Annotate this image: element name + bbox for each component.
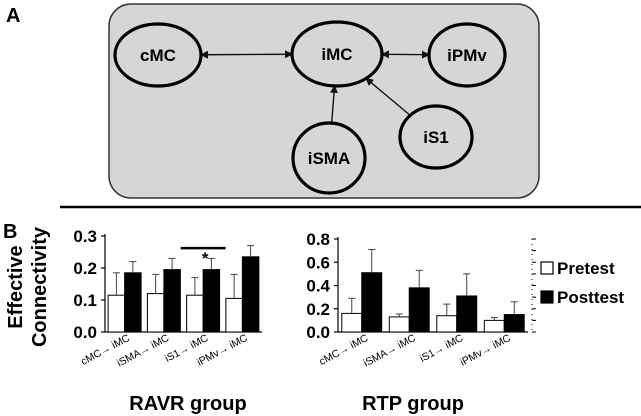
rtp-error-bar bbox=[463, 273, 471, 296]
rtp-y-tick-label: 0.8 bbox=[306, 230, 330, 249]
node-label-isma: iSMA bbox=[308, 149, 351, 168]
rtp-bar-posttest bbox=[503, 314, 525, 333]
ravr-error-bar bbox=[129, 261, 137, 273]
rtp-error-bar bbox=[443, 303, 451, 316]
ravr-significance-marker: * bbox=[180, 246, 226, 268]
rtp-chart-title: RTP group bbox=[362, 393, 464, 415]
panel-a-label: A bbox=[6, 5, 20, 27]
rtp-bar-posttest bbox=[456, 295, 478, 333]
rtp-category-label: iSMA→ iMC bbox=[362, 332, 418, 370]
ravr-bar-posttest bbox=[124, 272, 142, 333]
node-is1 bbox=[398, 104, 474, 170]
rtp-error-bar bbox=[510, 301, 518, 315]
legend-label-posttest: Posttest bbox=[557, 288, 624, 307]
rtp-error-bar bbox=[490, 316, 498, 321]
ravr-bar-posttest bbox=[241, 256, 260, 333]
ravr-y-tick-label: 0.3 bbox=[73, 227, 97, 246]
ravr-bar-pretest bbox=[146, 293, 165, 333]
node-label-is1: iS1 bbox=[423, 128, 449, 147]
ravr-error-bar bbox=[152, 273, 160, 294]
node-isma bbox=[291, 121, 367, 195]
legend-swatch-posttest bbox=[540, 290, 554, 304]
rtp-bar-pretest bbox=[436, 315, 458, 333]
rtp-error-bar bbox=[395, 313, 403, 317]
node-cmc bbox=[113, 22, 203, 88]
node-label-cmc: cMC bbox=[140, 46, 176, 65]
ravr-error-bar bbox=[230, 273, 238, 299]
ravr-y-tick-label: 0.0 bbox=[73, 323, 97, 342]
rtp-y-tick-label: 0.0 bbox=[306, 323, 330, 342]
ravr-y-tick-label: 0.1 bbox=[73, 291, 97, 310]
rtp-y-tick-label: 0.6 bbox=[306, 253, 330, 272]
ravr-bar-posttest bbox=[202, 269, 221, 333]
ravr-error-bar bbox=[207, 257, 215, 270]
ravr-bar-posttest bbox=[163, 269, 181, 333]
panel-b-label: B bbox=[3, 221, 17, 243]
rtp-error-bar bbox=[415, 269, 423, 288]
rtp-bar-pretest bbox=[341, 312, 363, 333]
ravr-y-tick-label: 0.2 bbox=[73, 259, 97, 278]
ravr-error-bar bbox=[112, 272, 120, 296]
rtp-bar-posttest bbox=[361, 272, 383, 333]
edge-isma-imc bbox=[330, 84, 338, 124]
node-ipmv bbox=[427, 22, 507, 88]
ravr-bar-pretest bbox=[107, 294, 126, 333]
y-axis-label-line1: Effective bbox=[5, 245, 27, 328]
node-label-imc: iMC bbox=[321, 45, 352, 64]
ravr-bar-pretest bbox=[186, 294, 204, 333]
legend: Pretest Posttest bbox=[540, 259, 624, 307]
rtp-y-tick-label: 0.4 bbox=[306, 277, 330, 296]
rtp-bar-posttest bbox=[408, 287, 430, 333]
edge-cmc-imc bbox=[199, 50, 294, 59]
legend-swatch-pretest bbox=[540, 261, 554, 275]
ravr-error-bar bbox=[168, 257, 176, 270]
legend-label-pretest: Pretest bbox=[557, 259, 615, 278]
ravr-error-bar bbox=[247, 245, 255, 257]
rtp-bar-pretest bbox=[388, 316, 410, 333]
edge-is1-imc bbox=[365, 77, 411, 116]
ravr-chart-title: RAVR group bbox=[129, 393, 246, 415]
ravr-significance-star: * bbox=[202, 249, 209, 268]
rtp-bar-pretest bbox=[483, 319, 505, 333]
node-imc bbox=[290, 20, 384, 88]
rtp-y-tick-label: 0.2 bbox=[306, 300, 330, 319]
node-label-ipmv: iPMv bbox=[447, 46, 487, 65]
rtp-category-label: iPMv→ iMC bbox=[458, 332, 513, 369]
ravr-bar-pretest bbox=[225, 297, 243, 333]
network-edges bbox=[199, 50, 431, 124]
rtp-error-bar bbox=[348, 297, 356, 314]
network-nodes: cMC iMC iPMv iS1 iSMA bbox=[113, 20, 507, 195]
rtp-error-bar bbox=[368, 248, 376, 273]
ravr-error-bar bbox=[191, 277, 199, 296]
y-axis-label-line2: Connectivity bbox=[29, 226, 51, 347]
